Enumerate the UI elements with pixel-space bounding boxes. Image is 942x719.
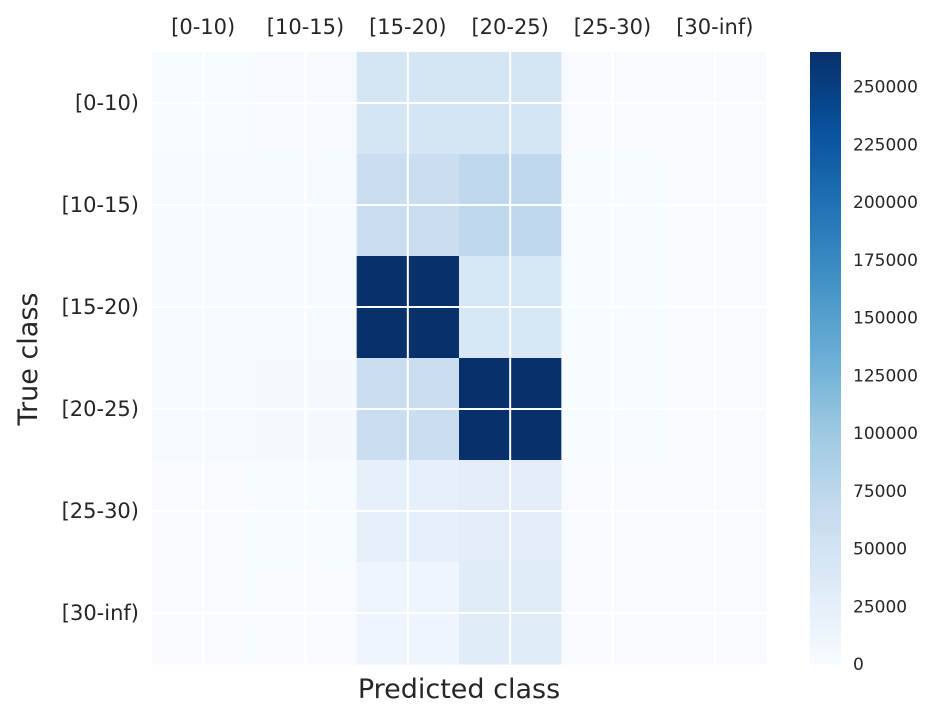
colorbar-tick-label: 175000 <box>853 251 918 271</box>
colorbar-tick-label: 0 <box>853 655 864 675</box>
y-tick-label: [20-25) <box>62 397 139 421</box>
x-tick-label: [25-30) <box>574 15 651 39</box>
colorbar-tick-label: 100000 <box>853 424 918 444</box>
colorbar-tick-label: 225000 <box>853 135 918 155</box>
colorbar-tick-labels: 0 25000 50000 75000 100000 125000 150000 175000… <box>853 78 918 675</box>
y-tick-label: [25-30) <box>62 499 139 523</box>
colorbar-tick-label: 200000 <box>853 193 918 213</box>
colorbar-tick-label: 50000 <box>853 540 907 560</box>
x-tick-label: [0-10) <box>171 15 235 39</box>
x-tick-labels: [0-10) [10-15) [15-20) [20-25) [25-30) [30-in… <box>171 15 753 39</box>
x-tick-label: [20-25) <box>471 15 548 39</box>
colorbar-tick-label: 75000 <box>853 482 907 502</box>
colorbar-tick-label: 125000 <box>853 366 918 386</box>
colorbar-tick-label: 25000 <box>853 597 907 617</box>
y-axis-label: True class <box>13 293 44 427</box>
y-tick-label: [15-20) <box>62 295 139 319</box>
x-tick-label: [30-inf) <box>676 15 753 39</box>
x-tick-label: [15-20) <box>369 15 446 39</box>
colorbar <box>810 52 841 664</box>
heatmap-cells <box>152 52 767 665</box>
x-axis-label: Predicted class <box>358 674 560 705</box>
colorbar-tick-label: 150000 <box>853 309 918 329</box>
y-tick-label: [30-inf) <box>62 601 139 625</box>
y-tick-label: [10-15) <box>62 193 139 217</box>
y-tick-labels: [0-10) [10-15) [15-20) [20-25) [25-30) [30-in… <box>62 91 139 625</box>
y-tick-label: [0-10) <box>75 91 139 115</box>
heatmap-gridlines <box>152 52 766 664</box>
colorbar-tick-label: 250000 <box>853 78 918 98</box>
x-tick-label: [10-15) <box>267 15 344 39</box>
